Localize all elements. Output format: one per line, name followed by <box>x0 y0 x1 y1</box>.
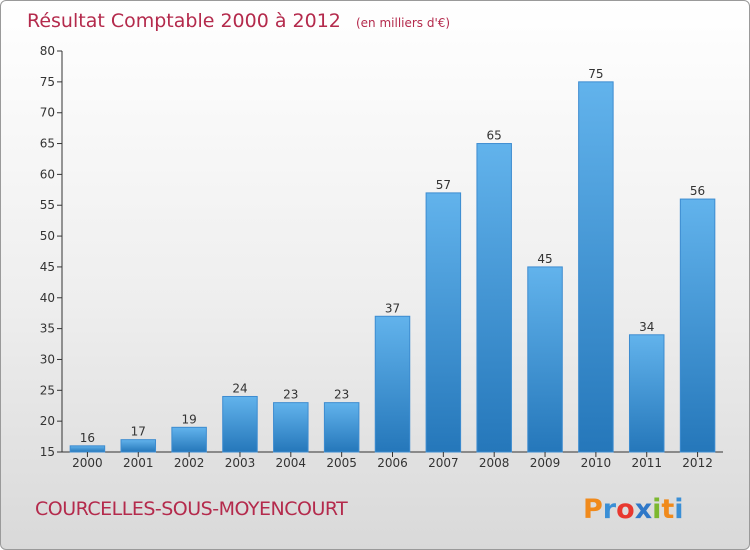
x-tick-label: 2009 <box>530 456 561 470</box>
y-tick-label: 45 <box>40 260 55 274</box>
x-tick-label: 2003 <box>225 456 256 470</box>
bar-value-label: 37 <box>385 301 400 315</box>
bar <box>273 402 309 453</box>
logo-letter: r <box>603 494 617 525</box>
bar <box>578 81 614 453</box>
x-tick-label: 2004 <box>276 456 307 470</box>
x-tick-label: 2001 <box>123 456 154 470</box>
y-tick-label: 55 <box>40 198 55 212</box>
bar-value-label: 45 <box>537 252 552 266</box>
y-tick-label: 20 <box>40 414 55 428</box>
y-tick-label: 40 <box>40 291 55 305</box>
bar <box>425 192 462 453</box>
bar-value-label: 65 <box>487 129 502 143</box>
bar <box>171 426 207 453</box>
logo-letter: o <box>616 494 635 525</box>
y-tick-label: 60 <box>40 167 55 181</box>
x-tick-label: 2005 <box>326 456 357 470</box>
commune-name: COURCELLES-SOUS-MOYENCOURT <box>35 498 348 520</box>
bar-value-label: 57 <box>436 178 451 192</box>
bar-value-label: 16 <box>80 431 95 445</box>
chart-unit-text: (en milliers d'€) <box>356 16 450 30</box>
x-tick-label: 2007 <box>428 456 459 470</box>
logo-letter: i <box>674 494 683 525</box>
x-tick-label: 2008 <box>479 456 510 470</box>
x-tick-label: 2011 <box>631 456 662 470</box>
plot-area: 15 20 25 30 35 40 45 50 55 60 65 70 75 80 16 2000 17 2001… <box>40 44 723 470</box>
bar-value-label: 17 <box>131 425 146 439</box>
bar <box>323 402 360 453</box>
chart-title: Résultat Comptable 2000 à 2012 (en milli… <box>27 10 450 32</box>
bar <box>374 315 411 453</box>
proxiti-logo: Proxiti <box>583 494 684 525</box>
bar <box>679 198 716 453</box>
y-tick-label: 80 <box>40 44 55 58</box>
logo-letter: P <box>583 494 603 525</box>
bar <box>527 266 563 453</box>
bar-value-label: 23 <box>334 388 349 402</box>
x-tick-label: 2010 <box>581 456 612 470</box>
logo-letter: i <box>652 494 661 525</box>
bar-value-label: 34 <box>639 320 654 334</box>
x-tick-label: 2000 <box>72 456 103 470</box>
bar-value-label: 75 <box>588 67 603 81</box>
logo-letter: x <box>635 494 652 525</box>
y-tick-label: 50 <box>40 229 55 243</box>
bar-value-label: 19 <box>181 412 196 426</box>
bar-value-label: 56 <box>690 184 705 198</box>
y-tick-label: 65 <box>40 137 55 151</box>
chart-title-text: Résultat Comptable 2000 à 2012 <box>27 10 341 32</box>
bar-value-label: 23 <box>283 388 298 402</box>
y-tick-label: 30 <box>40 352 55 366</box>
y-tick-label: 70 <box>40 106 55 120</box>
bar <box>222 395 258 453</box>
y-tick-label: 35 <box>40 322 55 336</box>
bar <box>476 143 512 453</box>
x-tick-label: 2002 <box>174 456 205 470</box>
x-tick-label: 2006 <box>377 456 408 470</box>
x-tick-label: 2012 <box>682 456 713 470</box>
bar-value-label: 24 <box>232 381 247 395</box>
logo-letter: t <box>661 494 674 525</box>
bar <box>69 445 106 453</box>
y-tick-label: 75 <box>40 75 55 89</box>
bar <box>120 439 157 453</box>
y-tick-label: 15 <box>40 445 55 459</box>
y-tick-label: 25 <box>40 383 55 397</box>
bar <box>628 334 665 453</box>
